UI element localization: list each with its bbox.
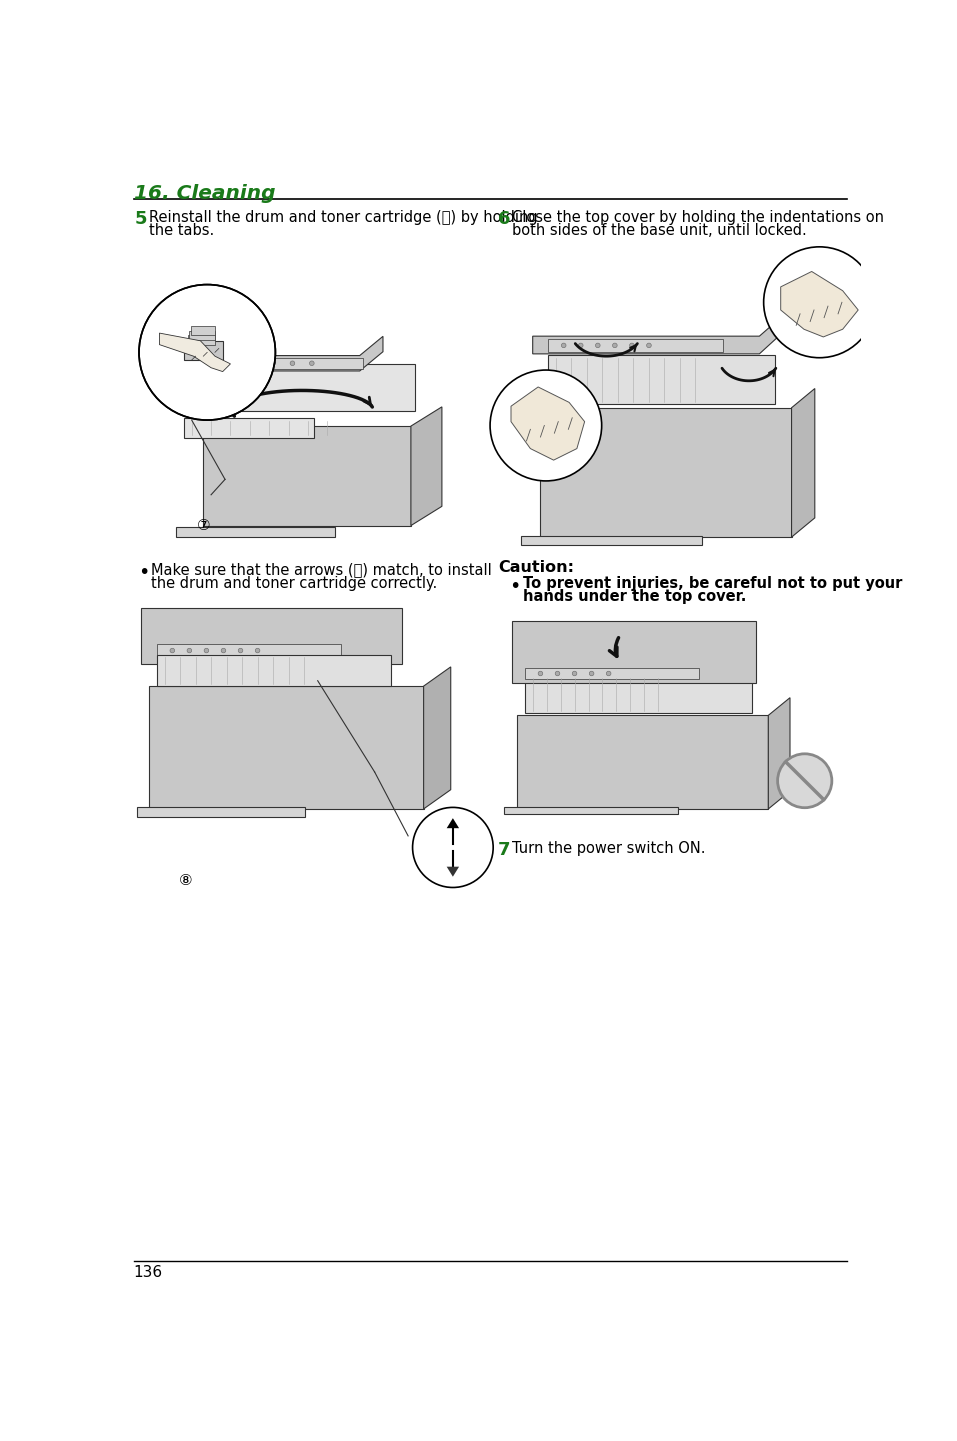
Text: 136: 136 (134, 1265, 163, 1280)
Polygon shape (411, 406, 442, 526)
Circle shape (607, 672, 611, 676)
Polygon shape (511, 388, 585, 460)
Polygon shape (195, 336, 383, 370)
Text: •: • (509, 578, 520, 597)
Circle shape (204, 648, 209, 653)
Circle shape (238, 648, 243, 653)
Polygon shape (424, 667, 451, 808)
FancyBboxPatch shape (504, 807, 679, 814)
FancyBboxPatch shape (525, 669, 700, 679)
FancyBboxPatch shape (138, 807, 305, 817)
Polygon shape (184, 418, 314, 438)
Circle shape (252, 360, 256, 366)
FancyBboxPatch shape (189, 331, 215, 340)
Circle shape (309, 360, 314, 366)
Text: 16. Cleaning: 16. Cleaning (134, 183, 275, 203)
FancyBboxPatch shape (142, 608, 403, 664)
Circle shape (595, 343, 600, 347)
Polygon shape (781, 271, 858, 337)
Circle shape (630, 343, 634, 347)
Circle shape (170, 648, 174, 653)
FancyBboxPatch shape (157, 644, 341, 657)
Text: the tabs.: the tabs. (149, 223, 214, 238)
Circle shape (139, 284, 276, 421)
FancyBboxPatch shape (219, 357, 363, 369)
Polygon shape (447, 866, 459, 876)
FancyBboxPatch shape (525, 676, 751, 713)
Text: 7: 7 (498, 842, 510, 859)
Text: Turn the power switch ON.: Turn the power switch ON. (512, 842, 705, 856)
Circle shape (578, 343, 583, 347)
FancyBboxPatch shape (512, 621, 756, 683)
Circle shape (256, 648, 260, 653)
FancyBboxPatch shape (541, 408, 791, 537)
Text: Caution:: Caution: (498, 561, 574, 575)
Text: 6: 6 (498, 210, 510, 228)
Text: Reinstall the drum and toner cartridge (⓶) by holding: Reinstall the drum and toner cartridge (… (149, 210, 538, 225)
Text: To prevent injuries, be careful not to put your: To prevent injuries, be careful not to p… (523, 575, 902, 591)
Polygon shape (768, 697, 790, 808)
FancyBboxPatch shape (203, 427, 411, 526)
FancyBboxPatch shape (188, 336, 215, 344)
Text: 5: 5 (135, 210, 147, 228)
Circle shape (647, 343, 652, 347)
FancyBboxPatch shape (184, 340, 223, 360)
Circle shape (778, 754, 832, 808)
Circle shape (590, 672, 594, 676)
Polygon shape (791, 389, 814, 537)
Text: hands under the top cover.: hands under the top cover. (523, 589, 746, 604)
Text: both sides of the base unit, until locked.: both sides of the base unit, until locke… (512, 223, 807, 238)
FancyBboxPatch shape (548, 354, 775, 403)
Circle shape (764, 246, 876, 357)
FancyBboxPatch shape (517, 715, 768, 808)
FancyBboxPatch shape (149, 686, 424, 808)
Circle shape (412, 807, 493, 888)
Circle shape (221, 648, 226, 653)
FancyBboxPatch shape (548, 339, 723, 352)
FancyBboxPatch shape (191, 326, 215, 336)
Circle shape (562, 343, 566, 347)
Circle shape (290, 360, 295, 366)
Text: the drum and toner cartridge correctly.: the drum and toner cartridge correctly. (150, 575, 437, 591)
Text: •: • (138, 562, 149, 582)
Polygon shape (160, 333, 231, 372)
Circle shape (490, 370, 602, 481)
Text: Close the top cover by holding the indentations on: Close the top cover by holding the inden… (512, 210, 883, 225)
Circle shape (538, 672, 543, 676)
Circle shape (187, 648, 191, 653)
Text: ⑧: ⑧ (179, 873, 192, 888)
Polygon shape (533, 320, 779, 354)
Polygon shape (176, 527, 335, 537)
Circle shape (612, 343, 617, 347)
Polygon shape (447, 818, 459, 829)
Circle shape (555, 672, 560, 676)
Circle shape (232, 360, 236, 366)
Text: ⑦: ⑦ (197, 517, 211, 533)
FancyBboxPatch shape (157, 654, 391, 686)
Text: Make sure that the arrows (⓷) match, to install: Make sure that the arrows (⓷) match, to … (150, 562, 491, 578)
FancyBboxPatch shape (521, 536, 702, 545)
Circle shape (572, 672, 577, 676)
FancyBboxPatch shape (134, 241, 468, 549)
Circle shape (271, 360, 276, 366)
FancyBboxPatch shape (219, 363, 415, 411)
